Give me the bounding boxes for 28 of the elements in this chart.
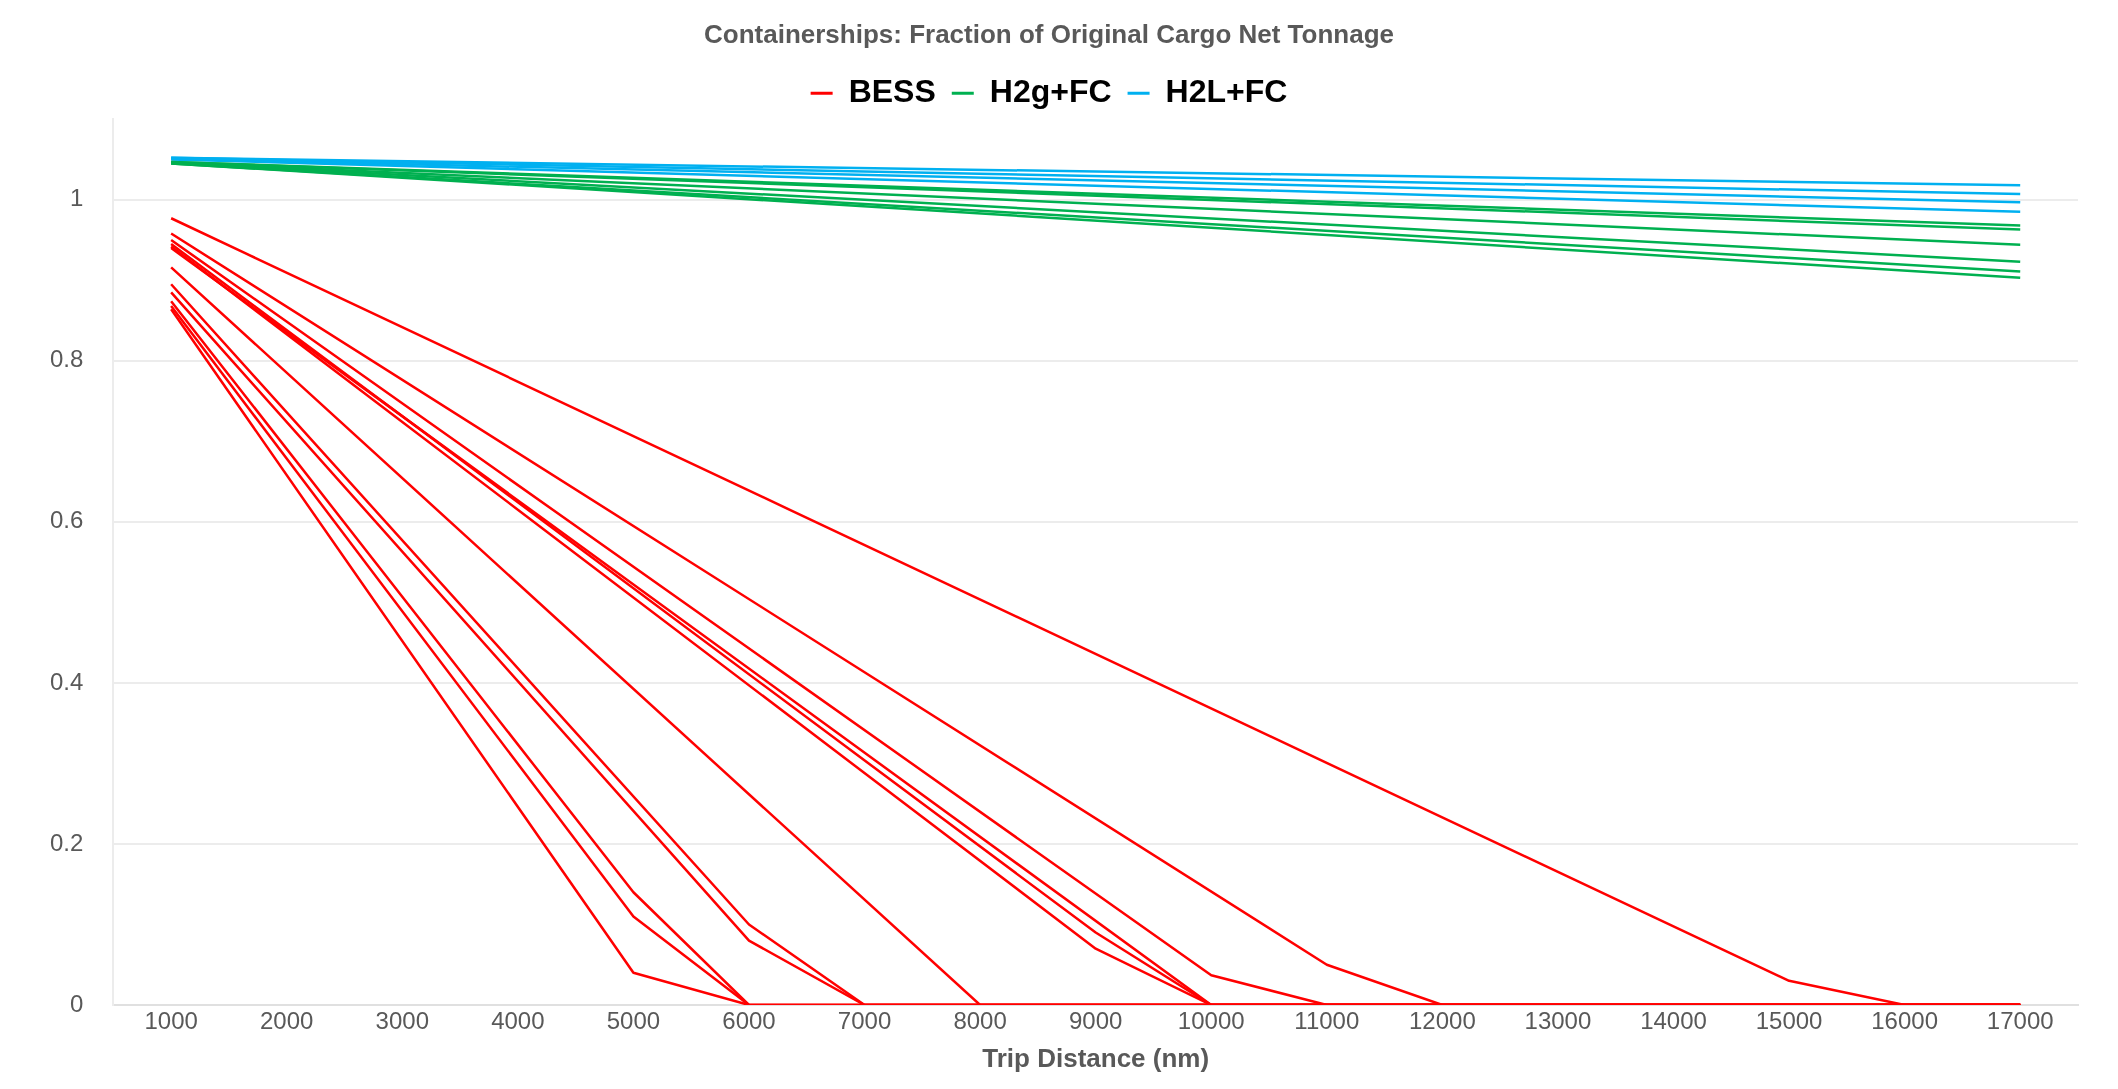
x-axis-title: Trip Distance (nm) — [982, 1042, 1210, 1073]
chart-title: Containerships: Fraction of Original Cargo Net Tonnage — [703, 18, 1395, 49]
legend-label: H2g+FC — [989, 73, 1112, 110]
x-tick-label: 12000 — [1409, 1007, 1476, 1035]
y-tick-label: 1 — [70, 184, 84, 212]
x-tick-label: 10000 — [1177, 1007, 1245, 1035]
x-tick-label: 9000 — [1068, 1007, 1123, 1035]
x-tick-label: 15000 — [1755, 1007, 1823, 1035]
x-tick-label: 13000 — [1524, 1007, 1592, 1035]
x-tick-label: 3000 — [375, 1007, 429, 1035]
x-tick-label: 6000 — [722, 1007, 776, 1035]
y-tick-label: 0.2 — [49, 828, 84, 856]
x-tick-label: 1000 — [144, 1007, 198, 1035]
x-tick-label: 11000 — [1294, 1007, 1360, 1035]
x-tick-label: 16000 — [1871, 1007, 1939, 1035]
y-tick-label: 0 — [70, 989, 84, 1017]
y-tick-label: 0.6 — [49, 506, 84, 534]
legend-label: H2L+FC — [1165, 73, 1288, 110]
legend-label: BESS — [848, 73, 936, 110]
x-tick-label: 7000 — [837, 1007, 892, 1035]
x-tick-label: 5000 — [606, 1007, 661, 1035]
x-tick-label: 8000 — [953, 1007, 1007, 1035]
x-tick-label: 2000 — [260, 1007, 314, 1035]
x-tick-label: 4000 — [491, 1007, 545, 1035]
x-tick-label: 17000 — [1986, 1007, 2054, 1035]
y-tick-label: 0.8 — [49, 345, 84, 373]
x-tick-label: 14000 — [1640, 1007, 1707, 1035]
y-tick-label: 0.4 — [49, 667, 84, 695]
